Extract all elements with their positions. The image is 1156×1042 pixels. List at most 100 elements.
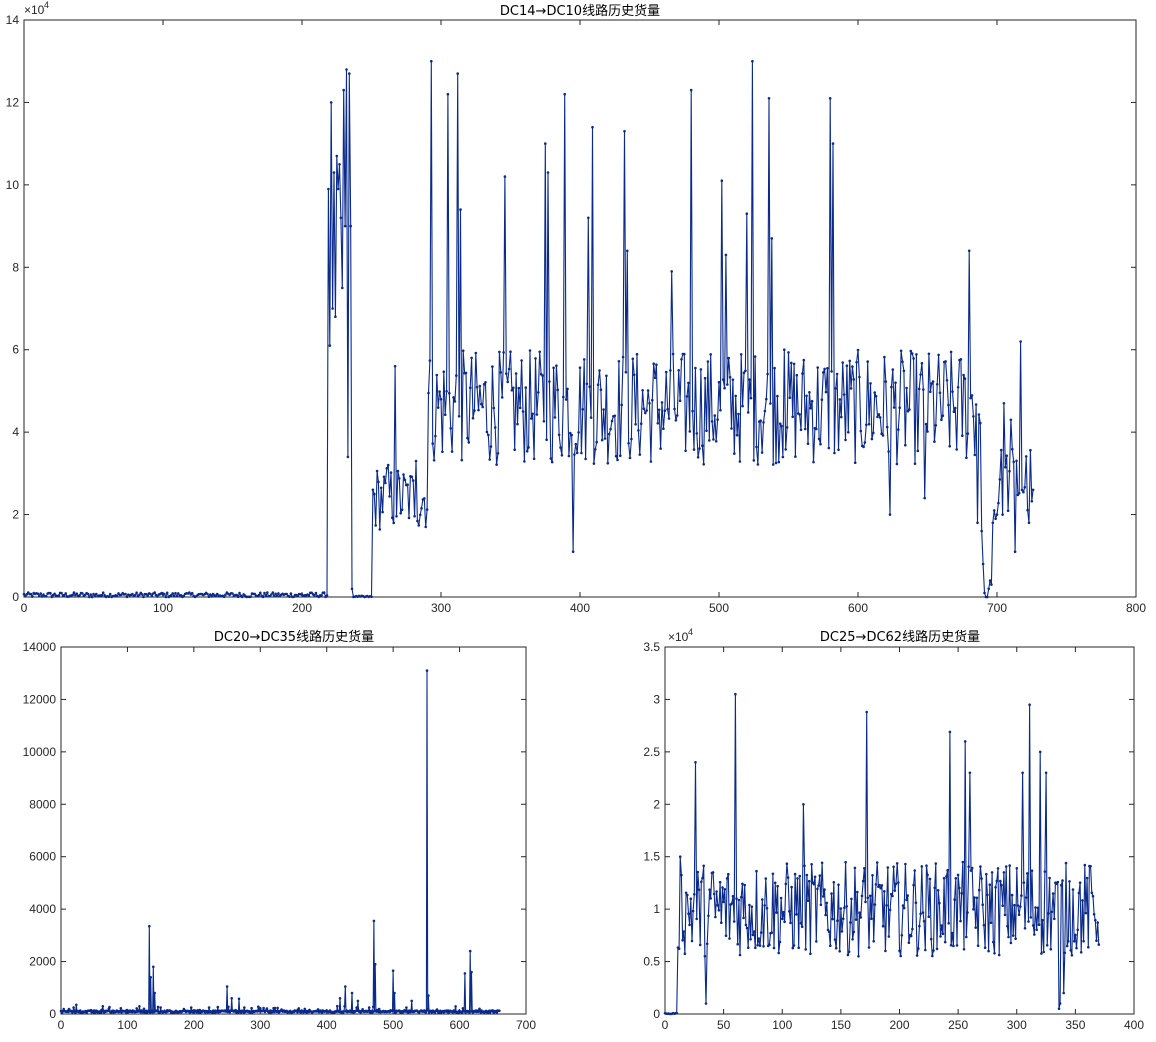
chart-bottom-right-data-point [985, 872, 988, 876]
chart-top-data-point [587, 216, 590, 220]
chart-top-data-point [913, 462, 917, 466]
chart-top-data-point [135, 591, 138, 594]
chart-top-data-point [559, 446, 562, 449]
chart-bottom-right-data-point [789, 921, 792, 925]
chart-bottom-left-ytick-label: 12000 [23, 692, 57, 706]
chart-bottom-right-data-point [1006, 924, 1009, 928]
chart-top-data-point [799, 428, 803, 432]
chart-top-data-point [941, 414, 945, 418]
chart-top-data-point [307, 594, 311, 598]
chart-top-data-point [741, 404, 744, 408]
chart-top-data-point [509, 350, 512, 354]
chart-top-data-point [142, 595, 145, 599]
chart-bottom-right-data-point [970, 866, 974, 870]
chart-top-data-point [634, 423, 637, 426]
chart-top-data-point [427, 391, 430, 395]
chart-bottom-right-data-point [963, 740, 967, 743]
chart-top-data-point [824, 390, 828, 394]
chart-top-data-point [702, 463, 705, 466]
chart-top-data-point [1017, 492, 1021, 495]
chart-bottom-right-data-point [790, 885, 793, 889]
chart-top-data-point [577, 431, 580, 434]
chart-top-data-point [803, 427, 807, 431]
chart-top-data-point [966, 432, 970, 435]
chart-top-data-point [738, 460, 742, 463]
chart-top-xtick-label: 800 [1126, 601, 1146, 615]
chart-top-data-point [373, 492, 376, 496]
chart-bottom-right-data-point [992, 940, 995, 944]
chart-top-data-point [177, 592, 180, 595]
chart-bottom-right-data-point [879, 886, 882, 890]
chart-top-data-point [916, 449, 920, 453]
chart-top-data-point [562, 395, 565, 399]
chart-top-data-point [660, 401, 664, 404]
chart-bottom-right-data-point [723, 888, 727, 891]
chart-top-data-point [830, 370, 833, 373]
chart-bottom-right-data-point [943, 940, 947, 944]
chart-top-data-point [124, 592, 127, 596]
chart-top-data-point [100, 594, 104, 597]
chart-bottom-right-data-point [745, 926, 749, 930]
chart-bottom-left-data-point [101, 1005, 105, 1008]
chart-bottom-left-data-point [344, 985, 347, 988]
chart-bottom-right-data-point [810, 863, 813, 866]
chart-bottom-right-data-point [901, 904, 905, 907]
chart-top-data-point [503, 175, 507, 178]
chart-top-data-point [1027, 521, 1031, 525]
chart-bottom-right-data-point [854, 918, 858, 921]
chart-bottom-right-data-point [949, 943, 953, 947]
chart-top-data-point [684, 449, 687, 453]
chart-bottom-right-data-point [960, 891, 963, 895]
chart-bottom-right-data-point [806, 899, 810, 903]
chart-bottom-right-data-point [809, 952, 812, 956]
chart-top-data-point [663, 409, 667, 413]
chart-top-data-point [1002, 402, 1006, 405]
chart-bottom-right-data-point [737, 898, 741, 902]
chart-bottom-right-data-point [1041, 918, 1044, 922]
chart-bottom-right-data-point [825, 901, 829, 905]
chart-top-data-point [292, 595, 296, 599]
chart-top-data-point [289, 592, 293, 595]
chart-bottom-right-data-point [894, 882, 898, 886]
chart-top-data-point [646, 389, 650, 392]
chart-top-data-point [432, 459, 436, 462]
chart-top-data-point [969, 396, 972, 400]
chart-bottom-left-xtick-label: 500 [383, 1018, 403, 1032]
chart-top-data-point [923, 496, 926, 500]
chart-top-data-point [507, 367, 511, 371]
chart-top-data-point [688, 430, 692, 433]
chart-bottom-right-ytick-label: 0 [653, 1007, 660, 1021]
chart-top-data-point [271, 591, 275, 594]
chart-top-data-point [350, 587, 354, 591]
chart-top-data-point [644, 411, 647, 415]
chart-bottom-right-data-point [707, 914, 710, 918]
chart-top-data-point [502, 351, 505, 354]
chart-top-data-point [783, 348, 786, 352]
chart-top-data-point [530, 417, 533, 420]
chart-bottom-left-data-point [75, 1003, 78, 1007]
chart-top-data-point [482, 382, 486, 386]
chart-top-data-point [1026, 508, 1029, 512]
chart-top-data-point [773, 366, 776, 370]
chart-top-data-point [391, 516, 394, 519]
chart-top-data-point [1031, 488, 1035, 492]
chart-top-data-point [935, 383, 939, 386]
chart-top-data-point [642, 407, 646, 411]
chart-top-data-point [917, 387, 921, 391]
chart-bottom-right-data-point [1030, 869, 1034, 872]
chart-top-data-point [210, 595, 213, 598]
chart-top-data-point [370, 595, 373, 599]
chart-bottom-right-data-point [1026, 872, 1029, 875]
chart-bottom-right-data-point [852, 930, 856, 934]
chart-top-data-point [474, 351, 478, 355]
chart-bottom-right-data-point [1028, 703, 1031, 706]
chart-bottom-right-data-point [756, 943, 759, 947]
chart-top-data-point [381, 510, 384, 514]
chart-top-data-point [676, 414, 679, 417]
chart-bottom-right-data-point [861, 879, 865, 883]
chart-top-data-point [165, 591, 169, 595]
chart-bottom-right-data-point [1047, 912, 1050, 915]
chart-top: DC14→DC10线路历史货量 ×10 4 0 100 200 300 400 500 60… [6, 0, 1147, 615]
chart-top-data-point [563, 92, 566, 96]
chart-top-data-point [1005, 454, 1008, 458]
